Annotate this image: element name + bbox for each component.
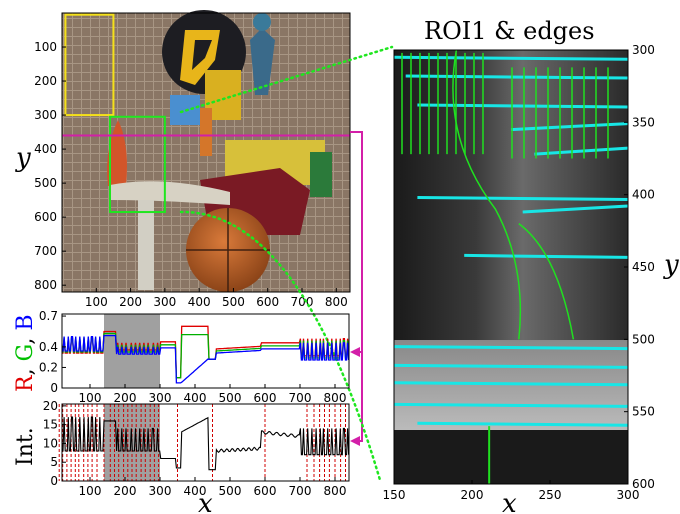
roi-x-tick: 200 [461, 488, 484, 502]
photo-x-tick: 500 [222, 295, 245, 309]
photo-y-tick: 300 [34, 108, 57, 122]
intensity-line [62, 416, 350, 471]
rgb-y-tick: 0.7 [39, 309, 58, 323]
rgb-x-tick: 500 [219, 391, 242, 405]
photo-x-tick: 600 [256, 295, 279, 309]
int-x-label: x [198, 489, 213, 514]
rgb-x-tick: 100 [79, 391, 102, 405]
photo-x-tick: 100 [85, 295, 108, 309]
roi-green-box [109, 115, 166, 214]
rgb-y-ticks: 0 0.2 0.4 0.7 [39, 309, 66, 395]
rgb-y-label: R, G, B [13, 314, 38, 392]
rgb-y-label-part: , [13, 361, 38, 375]
rgb-y-label-part: , [13, 331, 38, 345]
photo-x-tick: 200 [119, 295, 142, 309]
roi-x-tick: 300 [617, 488, 640, 502]
rgb-x-tick: 200 [114, 391, 137, 405]
photo-y-tick: 100 [34, 40, 57, 54]
magenta-connectors [350, 131, 363, 446]
roi-y-tick: 600 [632, 477, 655, 491]
int-x-tick: 700 [289, 484, 312, 498]
photo-y-tick: 700 [34, 244, 57, 258]
roi-x-ticks: 150 200 250 300 [383, 480, 640, 502]
int-x-tick: 200 [114, 484, 137, 498]
edge-cyan [417, 196, 629, 202]
int-x-tick: 100 [79, 484, 102, 498]
int-y-tick: 20 [43, 399, 58, 413]
edge-cyan [534, 146, 629, 156]
edge-cyan [393, 55, 629, 61]
photo-x-tick: 400 [188, 295, 211, 309]
rgb-y-label-part: B [13, 314, 38, 330]
photo-y-tick: 500 [34, 176, 57, 190]
roi-y-label: y [663, 250, 679, 280]
int-y-label: Int. [13, 427, 38, 466]
edge-cyan [522, 204, 629, 214]
int-x-tick: 600 [254, 484, 277, 498]
int-y-tick: 0 [50, 474, 58, 488]
int-x-tick: 300 [149, 484, 172, 498]
roi-x-tick: 250 [539, 488, 562, 502]
edge-cyan [405, 74, 629, 80]
edge-cyan [393, 381, 629, 387]
rgb-y-label-part: R [13, 374, 38, 392]
rgb-x-tick: 300 [149, 391, 172, 405]
roi-x-tick: 150 [383, 488, 406, 502]
rgb-plot: 0 0.2 0.4 0.7 100 200 300 400 500 600 700 800 R, G… [13, 309, 350, 405]
photo-x-tick: 800 [325, 295, 348, 309]
int-y-tick: 10 [43, 436, 58, 450]
roi-x-label: x [502, 489, 517, 514]
rgb-x-tick: 800 [324, 391, 347, 405]
photo-y-tick: 200 [34, 74, 57, 88]
photo-y-tick: 600 [34, 210, 57, 224]
photo-y-tick: 400 [34, 142, 57, 156]
rgb-series-line [62, 334, 350, 384]
rgb-x-tick: 400 [184, 391, 207, 405]
roi-edge-overlay [393, 49, 629, 484]
rgb-x-ticks: 100 200 300 400 500 600 700 800 [79, 384, 347, 405]
int-x-tick: 800 [324, 484, 347, 498]
photo-y-label: y [15, 143, 31, 173]
photo-x-tick: 300 [153, 295, 176, 309]
rgb-y-tick: 0 [50, 381, 58, 395]
roi-y-tick: 300 [632, 43, 655, 57]
photo-scene [107, 10, 332, 292]
int-y-tick: 5 [50, 455, 58, 469]
edge-cyan [417, 421, 629, 427]
edge-cyan [393, 345, 629, 351]
roi-y-ticks: 300 350 400 450 500 550 600 [624, 43, 655, 491]
int-x-ticks: 100 200 300 400 500 600 700 800 [79, 477, 347, 498]
int-y-ticks: 0 5 10 15 20 [43, 399, 66, 488]
edge-cyan [393, 402, 629, 408]
edge-green [452, 49, 522, 340]
green-connectors [179, 45, 394, 482]
photo-panel: 100 200 300 400 500 600 700 800 100 200 300 400 500… [15, 10, 351, 309]
edge-cyan [393, 363, 629, 369]
photo-y-tick: 800 [34, 278, 57, 292]
roi-y-tick: 550 [632, 405, 655, 419]
edge-cyan [417, 103, 629, 109]
int-y-tick: 15 [43, 418, 58, 432]
rgb-x-tick: 600 [254, 391, 277, 405]
roi-y-tick: 400 [632, 188, 655, 202]
rgb-x-tick: 700 [289, 391, 312, 405]
photo-y-ticks: 100 200 300 400 500 600 700 800 [34, 40, 66, 292]
roi-y-tick: 450 [632, 260, 655, 274]
rgb-y-tick: 0.4 [39, 340, 58, 354]
int-x-tick: 400 [184, 484, 207, 498]
roi-panel-title: ROI1 & edges [424, 17, 595, 45]
int-plot: 0 5 10 15 20 100 200 300 400 500 600 700 800 Int. x [13, 399, 350, 514]
roi-y-tick: 350 [632, 115, 655, 129]
edge-green [518, 222, 575, 340]
rgb-y-tick: 0.2 [39, 360, 58, 374]
int-x-tick: 500 [219, 484, 242, 498]
roi-yellow-box [64, 13, 115, 117]
rgb-y-label-part: G [13, 345, 38, 362]
roi-panel: ROI1 & edges 150 200 250 300 300 350 400 450 50… [383, 17, 679, 514]
roi-y-tick: 500 [632, 332, 655, 346]
